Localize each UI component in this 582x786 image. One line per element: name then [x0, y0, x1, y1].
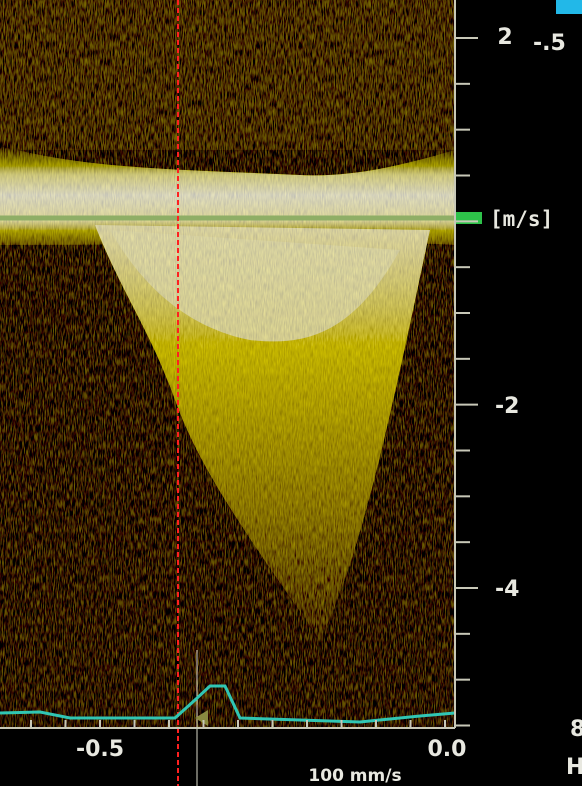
edge-label: H	[566, 755, 582, 780]
page: {"velocity_axis": {"unit": "[m/s]", "lab…	[0, 0, 582, 786]
spectrum-image	[0, 0, 455, 728]
sweep-speed: 100 mm/s	[308, 766, 401, 786]
edge-label: 8	[570, 717, 582, 742]
velocity-label: -2	[495, 394, 519, 419]
top-right-label: -.5	[533, 31, 566, 56]
time-label: 0.0	[428, 737, 467, 762]
velocity-unit: [m/s]	[490, 207, 553, 231]
velocity-label: 2	[497, 25, 512, 50]
doppler-screen: 2 -.5 [m/s] -2 -4 -0.5 0.0 100 mm/s 8 H	[0, 0, 582, 786]
velocity-label: -4	[495, 577, 519, 602]
time-label: -0.5	[76, 737, 124, 762]
status-indicator	[556, 0, 582, 14]
